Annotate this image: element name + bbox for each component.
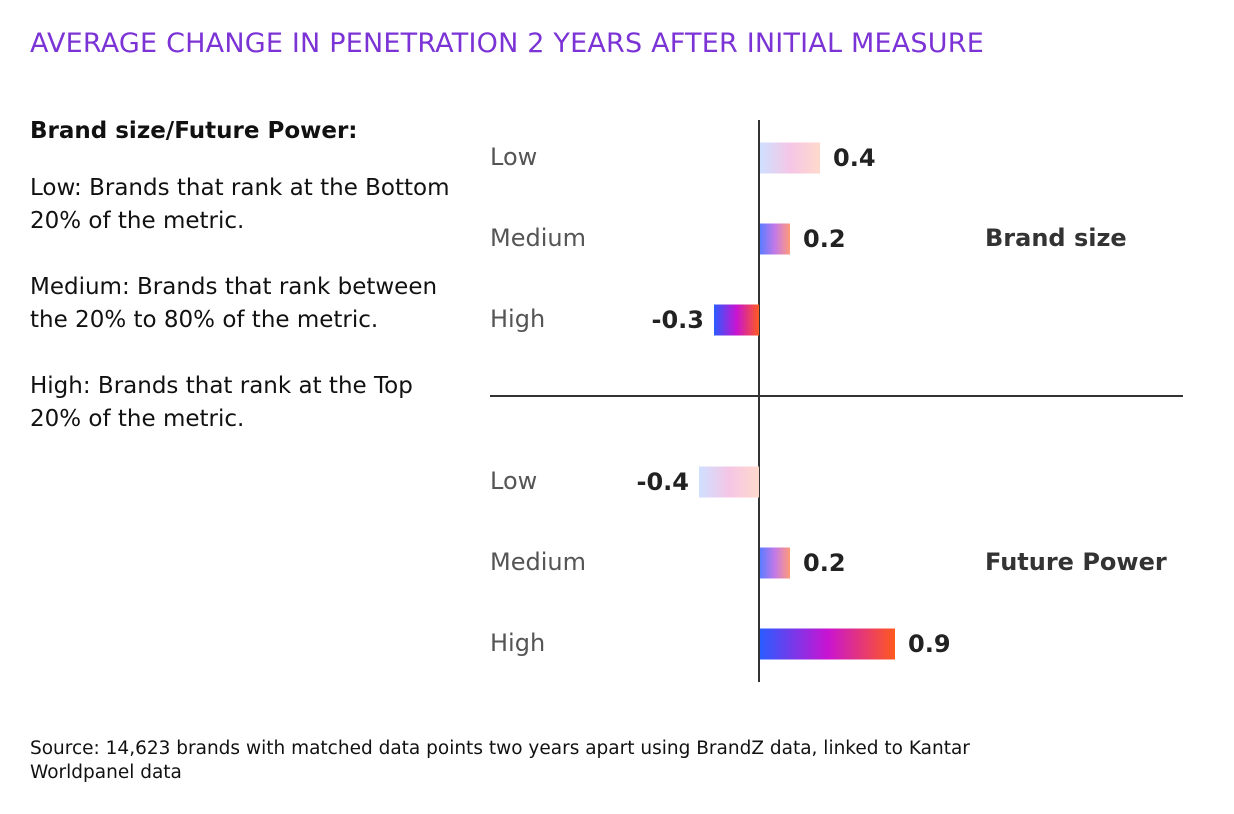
category-label-future-power-medium: Medium	[490, 548, 586, 576]
group-label-future-power: Future Power	[985, 548, 1167, 576]
source-note: Source: 14,623 brands with matched data …	[30, 738, 970, 783]
bar-brand-size-high	[714, 304, 759, 336]
legend-item-low: Low: Brands that rank at the Bottom 20% …	[30, 175, 450, 234]
bar-future-power-low	[699, 466, 759, 498]
category-label-future-power-high: High	[490, 629, 545, 657]
value-label-brand-size-low: 0.4	[833, 144, 876, 172]
category-label-brand-size-high: High	[490, 305, 545, 333]
category-label-brand-size-low: Low	[490, 143, 537, 171]
category-label-brand-size-medium: Medium	[490, 224, 586, 252]
value-label-brand-size-medium: 0.2	[803, 225, 846, 253]
bar-future-power-medium	[760, 547, 790, 579]
legend-heading: Brand size/Future Power:	[30, 118, 358, 144]
value-label-future-power-high: 0.9	[908, 630, 951, 658]
legend-panel: Brand size/Future Power: Low: Brands tha…	[30, 118, 460, 469]
bar-brand-size-low	[760, 142, 820, 174]
legend-item-medium: Medium: Brands that rank between the 20%…	[30, 274, 438, 333]
group-label-brand-size: Brand size	[985, 224, 1127, 252]
value-label-brand-size-high: -0.3	[652, 306, 704, 334]
value-label-future-power-medium: 0.2	[803, 549, 846, 577]
legend-item-high: High: Brands that rank at the Top 20% of…	[30, 373, 413, 432]
chart-title: AVERAGE CHANGE IN PENETRATION 2 YEARS AF…	[30, 28, 984, 59]
value-label-future-power-low: -0.4	[637, 468, 689, 496]
bar-brand-size-medium	[760, 223, 790, 255]
category-label-future-power-low: Low	[490, 467, 537, 495]
bar-future-power-high	[760, 628, 895, 660]
